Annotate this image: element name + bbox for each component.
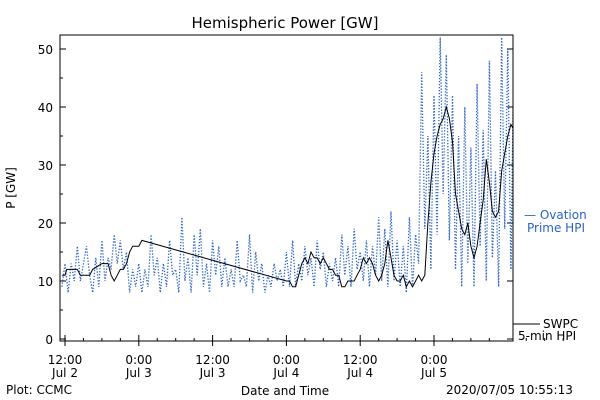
x-tick-date: Jul 3 xyxy=(125,366,152,380)
y-tick-label: 50 xyxy=(38,43,53,57)
x-tick-time: 12:00 xyxy=(48,353,83,367)
x-tick-time: 0:00 xyxy=(273,353,300,367)
y-tick-label: 30 xyxy=(38,159,53,173)
x-tick-time: 0:00 xyxy=(421,353,448,367)
x-tick-time: 12:00 xyxy=(195,353,230,367)
x-tick-date: Jul 5 xyxy=(420,366,447,380)
x-tick-date: Jul 3 xyxy=(199,366,226,380)
series-layer xyxy=(61,37,513,293)
x-tick-date: Jul 2 xyxy=(51,366,78,380)
legend-swpc-line2: 5-min HPI xyxy=(518,329,576,343)
plot-frame xyxy=(59,34,514,342)
y-axis-label: P [GW] xyxy=(4,167,18,209)
x-axis-label: Date and Time xyxy=(241,384,329,398)
y-tick-label: 0 xyxy=(45,333,53,347)
plot-timestamp: 2020/07/05 10:55:13 xyxy=(446,383,573,397)
chart-title: Hemispheric Power [GW] xyxy=(192,14,379,32)
x-tick-time: 0:00 xyxy=(125,353,152,367)
y-tick-label: 40 xyxy=(38,101,53,115)
x-tick-time: 12:00 xyxy=(343,353,378,367)
y-tick-label: 10 xyxy=(38,275,53,289)
legend-ovation-line2: Prime HPI xyxy=(527,221,585,235)
plot-credit: Plot: CCMC xyxy=(6,383,72,397)
x-tick-date: Jul 4 xyxy=(272,366,299,380)
y-tick-label: 20 xyxy=(38,217,53,231)
series-swpc-hpi xyxy=(61,105,513,289)
x-tick-date: Jul 4 xyxy=(346,366,373,380)
legend-swpc-line1: SWPC xyxy=(543,317,578,331)
legend-ovation-line1: — Ovation xyxy=(524,208,587,222)
